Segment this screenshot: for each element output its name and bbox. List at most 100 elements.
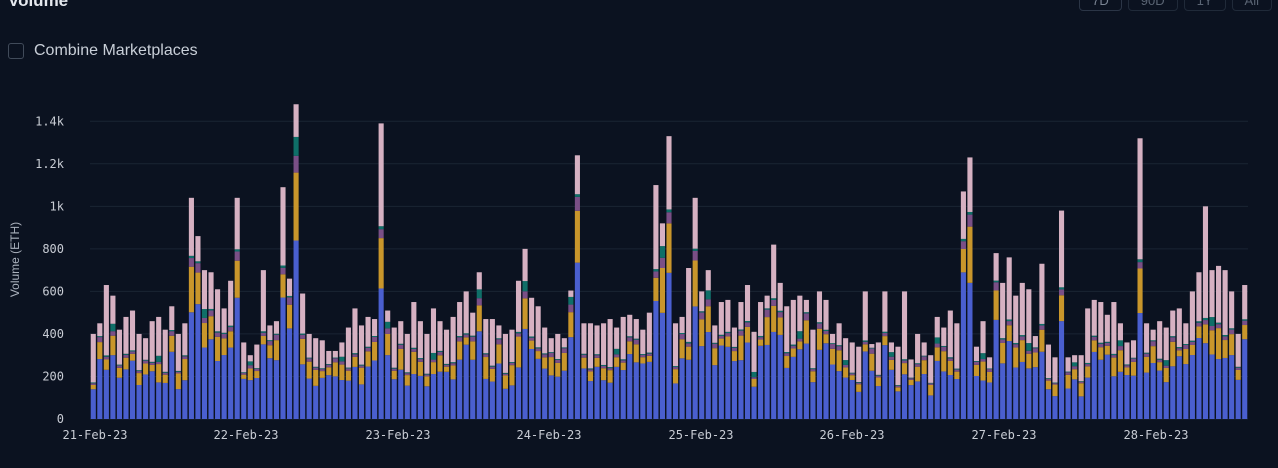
- bar: [862, 291, 868, 419]
- bar-segment: [1098, 343, 1104, 348]
- bar: [1104, 314, 1110, 419]
- bar-segment: [967, 211, 973, 215]
- bar-segment: [110, 323, 116, 332]
- bar-segment: [640, 329, 646, 355]
- bar-segment: [1124, 365, 1130, 368]
- range-tab-90d[interactable]: 90D: [1127, 0, 1178, 11]
- bar: [1052, 357, 1058, 419]
- bar-segment: [260, 331, 266, 333]
- bar-segment: [1196, 338, 1202, 419]
- bar-segment: [1189, 291, 1195, 341]
- bar: [581, 323, 587, 419]
- bar-segment: [1202, 324, 1209, 344]
- bar-segment: [1111, 376, 1117, 419]
- bar-segment: [581, 357, 587, 369]
- bar: [620, 316, 626, 419]
- bar-segment: [633, 344, 639, 363]
- bar-segment: [1216, 265, 1222, 323]
- bar: [718, 302, 724, 419]
- bar: [1026, 289, 1032, 419]
- bar: [928, 355, 934, 419]
- bar-segment: [561, 347, 567, 349]
- bar-segment: [771, 305, 777, 332]
- bar-segment: [103, 356, 109, 360]
- bar-segment: [718, 345, 724, 419]
- x-tick-label: 25-Feb-23: [668, 428, 733, 442]
- bar-segment: [332, 358, 338, 363]
- bar-segment: [489, 365, 495, 367]
- bar-segment: [1163, 367, 1169, 383]
- bar-segment: [110, 355, 116, 419]
- bar-segment: [1006, 341, 1012, 419]
- bar-segment: [601, 368, 607, 381]
- bar-segment: [882, 336, 888, 346]
- bar-segment: [502, 388, 508, 419]
- bar-segment: [803, 313, 809, 321]
- bar-segment: [731, 346, 737, 348]
- bar-segment: [260, 335, 266, 345]
- bar: [646, 312, 652, 419]
- combine-checkbox[interactable]: [8, 43, 24, 59]
- bar-segment: [391, 379, 397, 419]
- bar-segment: [888, 369, 894, 419]
- bar-segment: [136, 370, 142, 372]
- bar-segment: [1065, 388, 1071, 419]
- bar-segment: [816, 328, 823, 350]
- bar-segment: [129, 350, 136, 352]
- range-tab-7d[interactable]: 7D: [1079, 0, 1122, 11]
- bar: [352, 308, 358, 419]
- bar-segment: [987, 382, 993, 419]
- bar-segment: [319, 371, 325, 378]
- bar-segment: [980, 359, 986, 362]
- bar-segment: [1019, 282, 1025, 336]
- bar-segment: [568, 312, 574, 338]
- bar: [136, 333, 142, 419]
- combine-marketplaces-toggle[interactable]: Combine Marketplaces: [8, 42, 198, 60]
- bar-segment: [646, 353, 652, 356]
- bar-segment: [718, 334, 724, 336]
- range-tab-all[interactable]: All: [1231, 0, 1272, 11]
- bar-segment: [901, 291, 908, 360]
- bar-segment: [1157, 321, 1163, 359]
- bar-segment: [862, 344, 868, 352]
- bar-segment: [483, 353, 489, 355]
- bar-segment: [280, 187, 286, 266]
- bar-segment: [1130, 358, 1137, 362]
- bar-segment: [830, 333, 836, 344]
- bar-segment: [489, 366, 495, 369]
- bar-segment: [1163, 382, 1169, 419]
- bar-segment: [666, 212, 672, 224]
- bar-segment: [816, 291, 823, 323]
- bar-segment: [784, 353, 790, 357]
- bar-segment: [391, 370, 397, 380]
- bar-segment: [97, 337, 103, 343]
- bar-segment: [430, 374, 437, 419]
- bar-segment: [954, 323, 960, 369]
- bar-segment: [188, 266, 194, 313]
- bar-segment: [548, 357, 554, 376]
- bar: [522, 248, 528, 419]
- bar-segment: [1006, 325, 1012, 342]
- bar-segment: [1091, 336, 1097, 341]
- bar-segment: [496, 363, 502, 419]
- bar: [882, 291, 888, 419]
- bar-segment: [1039, 263, 1045, 324]
- bar: [228, 280, 234, 419]
- bar-segment: [725, 331, 731, 334]
- bar: [300, 293, 306, 419]
- bar-segment: [476, 305, 482, 332]
- bar: [463, 291, 469, 419]
- bar-segment: [1222, 270, 1228, 335]
- bar: [973, 346, 980, 419]
- bar-segment: [568, 296, 574, 305]
- bar-segment: [319, 377, 325, 419]
- bar: [1072, 355, 1078, 419]
- bar-segment: [751, 371, 757, 378]
- bar-segment: [960, 272, 966, 419]
- bar-segment: [515, 333, 522, 337]
- bar-segment: [705, 306, 711, 333]
- range-tab-1y[interactable]: 1Y: [1183, 0, 1226, 11]
- bar-segment: [587, 369, 594, 372]
- bar-segment: [1202, 317, 1209, 321]
- bar-segment: [895, 385, 901, 386]
